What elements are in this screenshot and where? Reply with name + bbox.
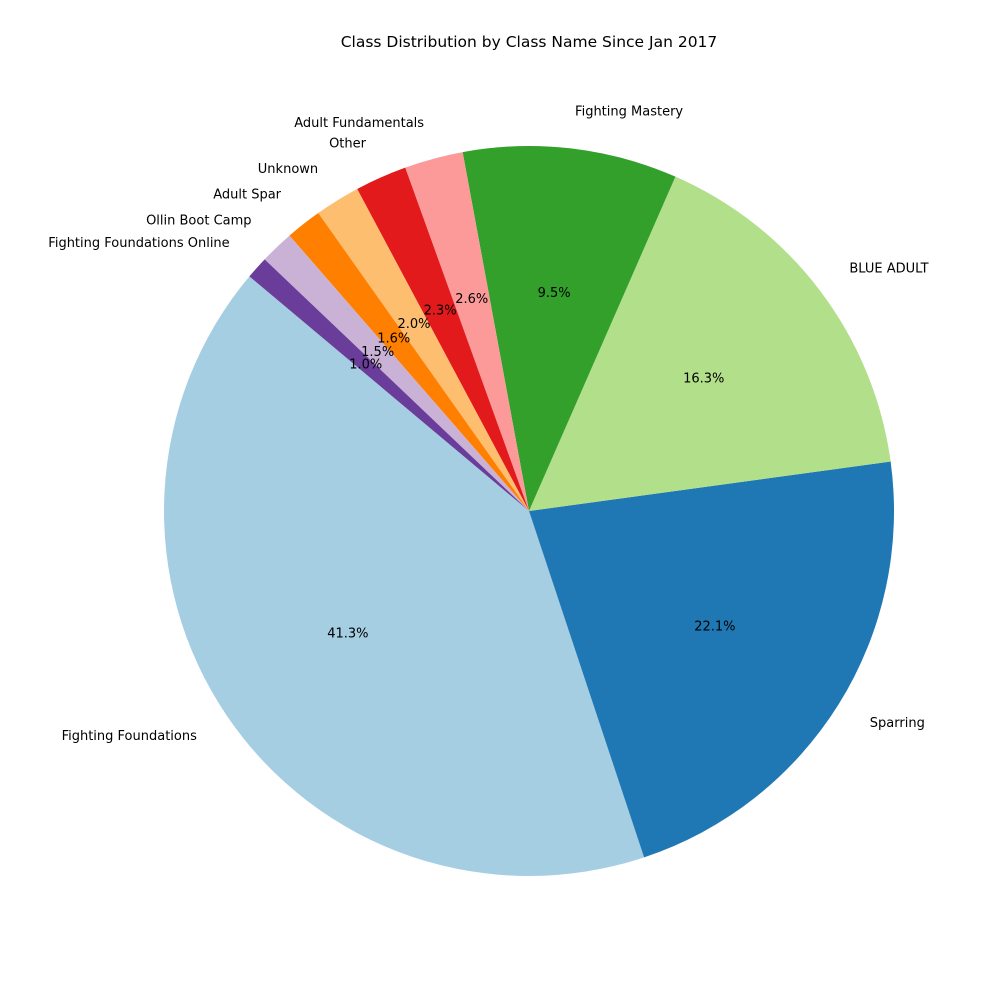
slice-label-unknown: Unknown [258,162,318,177]
pct-label-fighting-foundations-online: 1.0% [349,358,382,373]
pie-slice-fighting-mastery [462,146,676,511]
slice-label-ollin-boot-camp: Ollin Boot Camp [146,213,251,228]
slice-label-adult-spar: Adult Spar [213,188,281,203]
slice-label-adult-fundamentals: Adult Fundamentals [294,116,424,131]
slice-label-sparring: Sparring [870,716,925,731]
pct-label-other: 2.3% [424,303,457,318]
pct-label-fighting-mastery: 9.5% [538,286,571,301]
pct-label-unknown: 2.0% [397,317,430,332]
chart-title: Class Distribution by Class Name Since J… [341,33,718,51]
pie-slice-ollin-boot-camp [264,235,529,512]
pct-label-ollin-boot-camp: 1.5% [361,345,394,360]
pct-label-blue-adult: 16.3% [683,372,724,387]
pct-label-sparring: 22.1% [694,619,735,634]
pie-slice-fighting-foundations-online [249,259,529,511]
slice-label-fighting-foundations-online: Fighting Foundations Online [48,236,229,251]
pct-label-adult-spar: 1.6% [377,331,410,346]
slice-label-blue-adult: BLUE ADULT [849,262,928,277]
pie-slice-unknown [318,188,529,511]
pie-slice-fighting-foundations [163,276,645,877]
pie-slice-blue-adult [529,176,891,511]
slice-label-fighting-mastery: Fighting Mastery [575,105,683,120]
pie-slice-sparring [529,461,894,858]
pct-label-adult-fundamentals: 2.6% [455,292,488,307]
slice-label-fighting-foundations: Fighting Foundations [62,729,198,744]
pie-slice-adult-spar [289,212,529,511]
pie-labels: Fighting Foundations 41.3% Sparring 22.1% BL… [48,105,928,744]
pie-slices [163,146,894,877]
pct-label-fighting-foundations: 41.3% [327,627,368,642]
slice-label-other: Other [329,137,367,152]
pie-slice-other [357,167,529,511]
pie-slice-adult-fundamentals [405,152,529,511]
